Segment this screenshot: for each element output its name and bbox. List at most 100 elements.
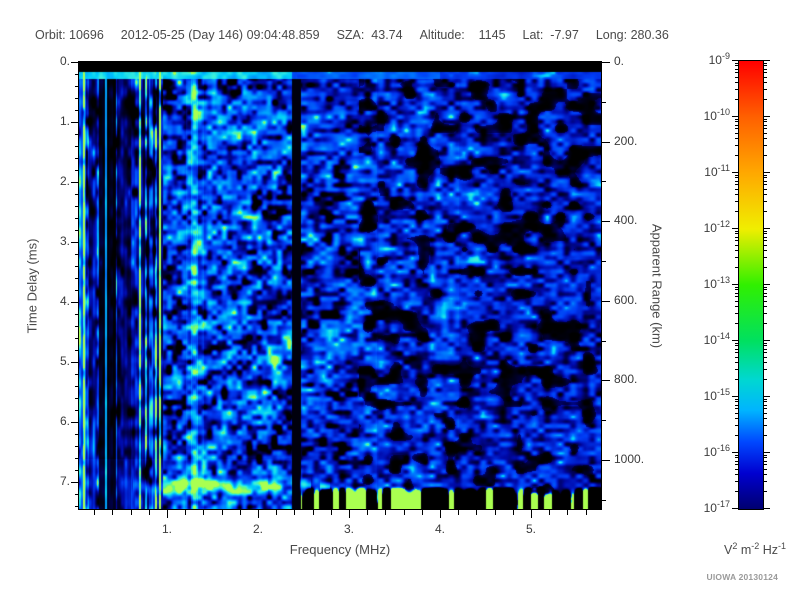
colorbar-minor-tick-left [735, 491, 738, 492]
colorbar-minor-tick-left [735, 343, 738, 344]
y-axis-major-tick [71, 62, 79, 63]
range-axis-tick-label: 400. [614, 213, 638, 228]
colorbar-minor-tick-left [735, 155, 738, 156]
colorbar-minor-tick-right [764, 461, 767, 462]
colorbar-tick-label: 10-10 [703, 107, 730, 123]
colorbar-minor-tick-left [735, 184, 738, 185]
colorbar-minor-tick-right [764, 323, 767, 324]
colorbar-minor-tick-left [735, 413, 738, 414]
x-axis-tick-label: 4. [434, 522, 445, 536]
y-axis-minor-tick [75, 86, 79, 87]
x-axis-minor-tick [240, 510, 241, 515]
y-axis-label-left: Time Delay (ms) [24, 238, 40, 334]
y-axis-minor-tick [75, 446, 79, 447]
colorbar-minor-tick-left [735, 369, 738, 370]
colorbar-minor-tick-left [735, 240, 738, 241]
y-axis-minor-tick [75, 218, 79, 219]
colorbar-minor-tick-left [735, 357, 738, 358]
y-axis-minor-tick [75, 278, 79, 279]
colorbar-tick-label: 10-14 [703, 331, 730, 347]
colorbar-minor-tick-right [764, 425, 767, 426]
range-axis-major-tick [602, 460, 610, 461]
colorbar-minor-tick-left [735, 145, 738, 146]
colorbar-minor-tick-left [735, 401, 738, 402]
y-axis-major-tick [71, 422, 79, 423]
colorbar-minor-tick-right [764, 349, 767, 350]
y-axis-minor-tick [75, 506, 79, 507]
colorbar-major-tick-right [764, 452, 770, 453]
colorbar-minor-tick-right [764, 399, 767, 400]
colorbar-minor-tick-right [764, 89, 767, 90]
x-axis-label: Frequency (MHz) [289, 542, 391, 557]
x-axis-minor-tick [458, 510, 459, 515]
y-axis-minor-tick [75, 326, 79, 327]
range-axis-tick-label: 600. [614, 292, 638, 307]
colorbar-minor-tick-right [764, 231, 767, 232]
range-axis-major-tick [602, 142, 610, 143]
colorbar-minor-tick-left [735, 379, 738, 380]
x-axis-minor-tick [294, 510, 295, 515]
colorbar-minor-tick-right [764, 240, 767, 241]
x-axis-minor-tick [222, 510, 223, 515]
colorbar-minor-tick-left [735, 119, 738, 120]
y-axis-label-right: Apparent Range (km) [649, 223, 665, 349]
colorbar-minor-tick-left [735, 408, 738, 409]
y-axis-minor-tick [75, 170, 79, 171]
colorbar-minor-tick-left [735, 481, 738, 482]
colorbar-minor-tick-right [764, 435, 767, 436]
colorbar-minor-tick-left [735, 89, 738, 90]
colorbar-minor-tick-left [735, 464, 738, 465]
colorbar-minor-tick-right [764, 63, 767, 64]
colorbar-minor-tick-right [764, 343, 767, 344]
colorbar-minor-tick-right [764, 379, 767, 380]
range-axis-tick-label: 1000. [614, 452, 645, 466]
colorbar-major-tick-left [732, 452, 738, 453]
colorbar-minor-tick-left [735, 425, 738, 426]
colorbar-minor-tick-right [764, 65, 767, 66]
colorbar-minor-tick-left [735, 345, 738, 346]
colorbar-major-tick-left [732, 60, 738, 61]
colorbar-tick-label: 10-17 [703, 499, 730, 515]
y-axis-minor-tick [75, 458, 79, 459]
x-axis-major-tick [349, 510, 350, 518]
range-axis-minor-tick [602, 261, 606, 262]
y-axis-tick-label: 4. [59, 294, 70, 308]
header-sza: SZA: 43.74 [336, 28, 403, 42]
y-axis-minor-tick [75, 290, 79, 291]
range-axis-major-tick [602, 301, 610, 302]
colorbar-major-tick-left [732, 340, 738, 341]
colorbar-minor-tick-left [735, 323, 738, 324]
colorbar-minor-tick-left [735, 405, 738, 406]
y-axis-major-tick [71, 362, 79, 363]
colorbar-minor-tick-right [764, 250, 767, 251]
colorbar-minor-tick-left [735, 133, 738, 134]
colorbar-minor-tick-right [764, 469, 767, 470]
colorbar-minor-tick-right [764, 457, 767, 458]
y-axis-minor-tick [75, 134, 79, 135]
colorbar-tick-label: 10-15 [703, 387, 730, 403]
colorbar-minor-tick-right [764, 145, 767, 146]
x-axis-minor-tick [495, 510, 496, 515]
range-axis-minor-tick [602, 181, 606, 182]
colorbar-major-tick-left [732, 396, 738, 397]
colorbar-minor-tick-left [735, 435, 738, 436]
colorbar-minor-tick-left [735, 233, 738, 234]
colorbar-tick-label: 10-11 [704, 163, 730, 179]
colorbar-minor-tick-left [735, 65, 738, 66]
credit-stamp: UIOWA 20130124 [706, 572, 778, 582]
y-axis-minor-tick [75, 194, 79, 195]
range-axis-major-tick [602, 221, 610, 222]
colorbar-minor-tick-right [764, 257, 767, 258]
colorbar-minor-tick-left [735, 138, 738, 139]
range-axis-minor-tick [602, 341, 606, 342]
colorbar-major-tick-right [764, 340, 770, 341]
colorbar-minor-tick-left [735, 211, 738, 212]
y-axis-minor-tick [75, 398, 79, 399]
colorbar-major-tick-right [764, 508, 770, 509]
range-axis-tick-label: 200. [614, 133, 638, 148]
x-axis-minor-tick [549, 510, 550, 515]
colorbar-minor-tick-right [764, 301, 767, 302]
colorbar-minor-tick-right [764, 72, 767, 73]
header-altitude: Altitude: 1145 [419, 28, 506, 42]
header-datetime: 2012-05-25 (Day 146) 09:04:48.859 [120, 28, 320, 42]
